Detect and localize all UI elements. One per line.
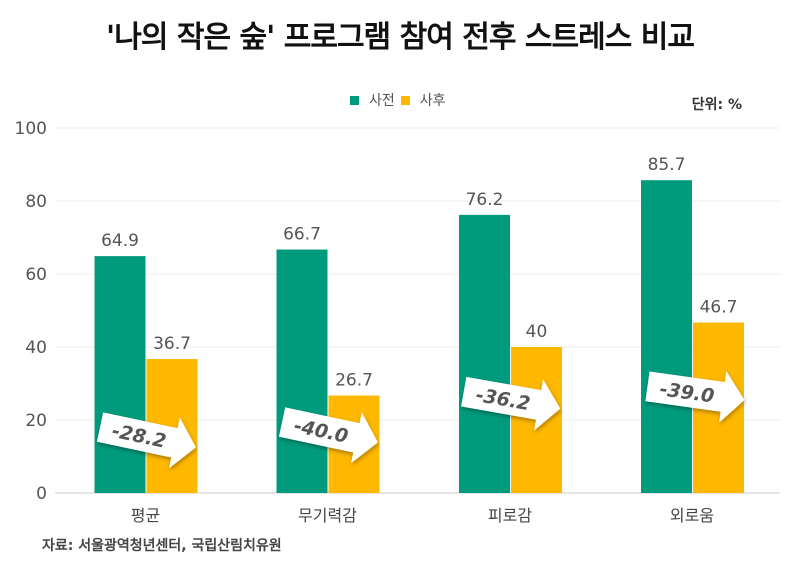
data-label: 36.7 [153, 334, 191, 354]
legend-swatch-before [350, 95, 359, 105]
y-tick-label: 80 [25, 192, 47, 212]
x-tick-label: 평균 [131, 506, 160, 525]
data-label: 64.9 [101, 231, 139, 251]
arrow-icon [96, 412, 196, 469]
data-label: 66.7 [283, 225, 321, 245]
unit-label: 단위: % [691, 97, 742, 113]
chart-title: '나의 작은 숲' 프로그램 참여 전후 스트레스 비교 [106, 20, 695, 55]
change-arrow: -36.2 [461, 376, 561, 431]
source-note: 자료: 서울광역청년센터, 국립산림치유원 [42, 538, 282, 554]
bar-before [276, 249, 328, 493]
data-label: 76.2 [466, 190, 504, 210]
arrow-icon [461, 376, 561, 431]
y-tick-label: 0 [36, 484, 47, 504]
x-tick-label: 피로감 [488, 506, 532, 525]
change-arrow: -39.0 [645, 371, 745, 423]
bar-before [641, 180, 692, 493]
legend-label-before: 사전 [369, 93, 395, 109]
arrow-icon [645, 371, 745, 423]
data-label: 85.7 [648, 155, 686, 175]
data-label: 46.7 [700, 298, 738, 318]
y-tick-label: 40 [25, 338, 47, 358]
bar-before [459, 214, 510, 493]
y-tick-label: 20 [25, 411, 47, 431]
arrow-icon [278, 407, 378, 464]
bar-before [94, 256, 146, 493]
legend-swatch-after [400, 95, 410, 105]
data-label: 26.7 [335, 371, 373, 391]
legend-label-after: 사후 [419, 93, 446, 109]
x-tick-label: 외로움 [670, 506, 714, 525]
data-label: 40 [526, 322, 548, 342]
y-tick-label: 60 [25, 265, 47, 285]
legend: 사전 사후 [350, 90, 446, 110]
x-tick-label: 무기력감 [298, 506, 357, 525]
y-tick-label: 100 [15, 119, 47, 139]
